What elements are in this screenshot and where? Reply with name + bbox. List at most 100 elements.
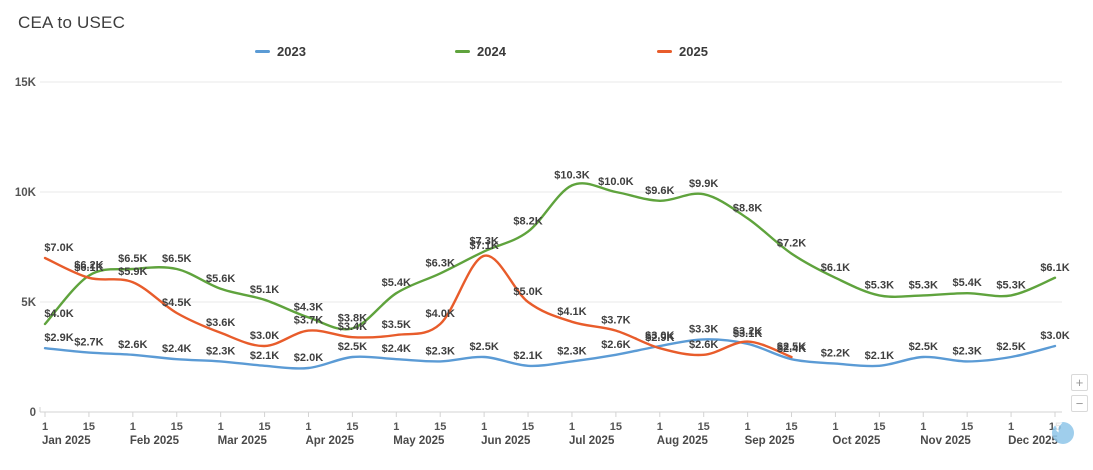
data-label-2024: $10.3K (554, 169, 590, 181)
x-axis-day-label: 15 (346, 421, 358, 433)
data-label-2023: $2.3K (426, 345, 455, 357)
data-label-2023: $2.3K (952, 345, 981, 357)
data-label-2023: $2.5K (909, 341, 938, 353)
zoom-in-button[interactable]: + (1071, 374, 1088, 391)
data-label-2023: $3.0K (1040, 330, 1069, 342)
data-label-2025: $2.5K (777, 341, 806, 353)
data-label-2025: $4.5K (162, 297, 191, 309)
x-axis-day-label: 1 (305, 421, 311, 433)
x-axis-month-label: Feb 2025 (130, 435, 180, 447)
data-label-2024: $5.3K (865, 279, 894, 291)
data-label-2023: $2.9K (44, 332, 73, 344)
x-axis-day-label: 1 (745, 421, 751, 433)
legend-label-2023: 2023 (277, 44, 306, 59)
data-label-2023: $2.0K (294, 352, 323, 364)
x-axis-month-label: Jul 2025 (569, 435, 615, 447)
x-axis-month-label: Apr 2025 (305, 435, 354, 447)
funnel-icon (1052, 422, 1063, 433)
data-label-2024: $4.0K (44, 308, 73, 320)
data-label-2024: $6.2K (74, 260, 103, 272)
legend-label-2025: 2025 (679, 44, 708, 59)
data-label-2025: $5.9K (118, 266, 147, 278)
x-axis-day-label: 15 (171, 421, 183, 433)
data-label-2024: $5.3K (909, 279, 938, 291)
x-axis-month-label: Oct 2025 (832, 435, 881, 447)
data-label-2023: $2.1K (250, 350, 279, 362)
data-label-2023: $2.1K (865, 350, 894, 362)
data-label-2023: $3.0K (645, 330, 674, 342)
data-label-2025: $6.1K (74, 262, 103, 274)
x-axis-day-label: 1 (393, 421, 399, 433)
legend-label-2024: 2024 (477, 44, 506, 59)
x-axis-day-label: 15 (434, 421, 446, 433)
data-label-2024: $9.9K (689, 178, 718, 190)
data-label-2024: $10.0K (598, 176, 634, 188)
data-label-2023: $2.4K (162, 343, 191, 355)
x-axis-day-label: 15 (258, 421, 270, 433)
x-axis-month-label: Jun 2025 (481, 435, 531, 447)
y-axis-tick-label: 5K (21, 297, 36, 309)
x-axis-day-label: 1 (1008, 421, 1014, 433)
data-label-2023: $3.1K (733, 328, 762, 340)
zoom-controls: + − (1071, 374, 1090, 416)
x-axis-month-label: Dec 2025 (1008, 435, 1058, 447)
x-axis-month-label: May 2025 (393, 435, 445, 447)
data-label-2025: $5.0K (513, 286, 542, 298)
data-label-2023: $2.4K (777, 343, 806, 355)
data-label-2025: $3.6K (206, 317, 235, 329)
x-axis-day-label: 15 (698, 421, 710, 433)
data-label-2024: $6.5K (118, 253, 147, 265)
data-label-2025: $4.0K (426, 308, 455, 320)
x-axis-day-label: 1 (481, 421, 487, 433)
data-label-2023: $2.1K (513, 350, 542, 362)
series-line-2023 (43, 338, 1057, 370)
data-label-2023: $2.4K (382, 343, 411, 355)
data-label-2025: $2.9K (645, 332, 674, 344)
zoom-out-button[interactable]: − (1071, 395, 1088, 412)
data-label-2023: $2.5K (996, 341, 1025, 353)
data-label-2025: $7.0K (44, 242, 73, 254)
data-label-2024: $5.6K (206, 273, 235, 285)
legend-marker-2025 (657, 50, 672, 53)
legend-marker-2024 (455, 50, 470, 53)
legend-marker-2023 (255, 50, 270, 53)
x-axis-day-label: 1 (657, 421, 663, 433)
data-label-2024: $8.2K (513, 216, 542, 228)
data-label-2025: $2.6K (689, 339, 718, 351)
y-axis-tick-label: 10K (15, 187, 37, 199)
legend-item-2024[interactable]: 2024 (455, 44, 506, 59)
x-axis-day-label: 15 (610, 421, 622, 433)
data-label-2024: $7.2K (777, 238, 806, 250)
data-label-2024: $8.8K (733, 202, 762, 214)
legend-item-2025[interactable]: 2025 (657, 44, 708, 59)
x-axis-month-label: Aug 2025 (657, 435, 709, 447)
x-axis-day-label: 1 (832, 421, 838, 433)
data-label-2024: $6.3K (426, 257, 455, 269)
data-label-2024: $6.5K (162, 253, 191, 265)
data-label-2024: $4.3K (294, 301, 323, 313)
data-label-2023: $2.5K (469, 341, 498, 353)
x-axis-day-label: 15 (785, 421, 797, 433)
data-label-2025: $4.1K (557, 306, 586, 318)
x-axis-month-label: Sep 2025 (745, 435, 795, 447)
data-label-2024: $9.6K (645, 185, 674, 197)
data-label-2025: $3.7K (601, 315, 630, 327)
data-label-2023: $2.5K (338, 341, 367, 353)
legend-item-2023[interactable]: 2023 (255, 44, 306, 59)
x-axis-month-label: Mar 2025 (218, 435, 268, 447)
x-axis-day-label: 15 (961, 421, 973, 433)
page-title: CEA to USEC (18, 13, 126, 32)
x-axis-day-label: 1 (42, 421, 48, 433)
x-axis-day-label: 1 (920, 421, 926, 433)
legend: 2023 2024 2025 (0, 44, 1093, 64)
filter-button[interactable] (1052, 422, 1074, 444)
data-label-2024: $5.1K (250, 284, 279, 296)
data-label-2025: $3.0K (250, 330, 279, 342)
data-label-2024: $6.1K (1040, 262, 1069, 274)
data-label-2023: $2.2K (821, 348, 850, 360)
y-axis-tick-label: 15K (15, 77, 37, 89)
data-label-2025: $7.1K (469, 240, 498, 252)
data-label-2023: $2.6K (601, 339, 630, 351)
data-label-2023: $2.3K (206, 345, 235, 357)
